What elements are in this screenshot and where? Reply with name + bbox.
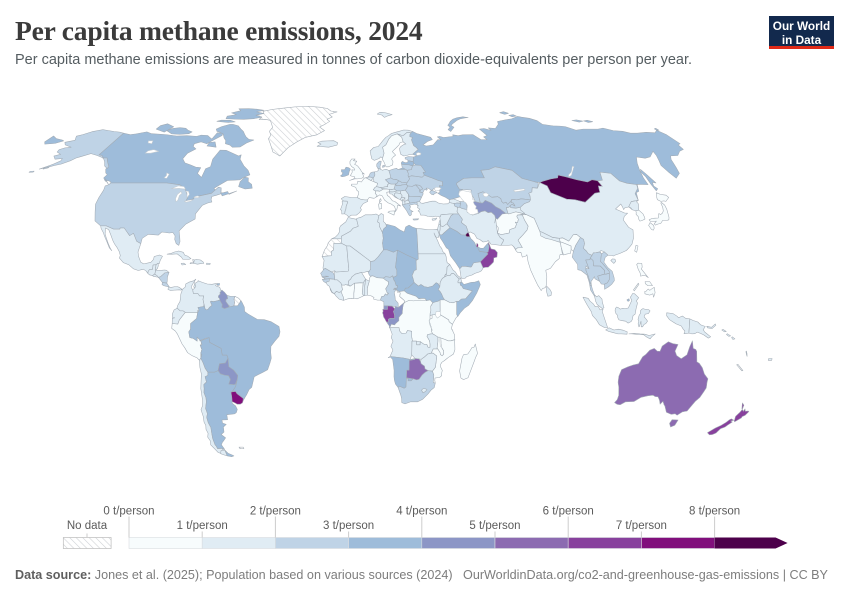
svg-text:No data: No data	[67, 520, 108, 532]
svg-text:7 t/person: 7 t/person	[616, 520, 667, 532]
svg-text:2 t/person: 2 t/person	[250, 506, 301, 518]
svg-text:3 t/person: 3 t/person	[323, 520, 374, 532]
svg-text:0 t/person: 0 t/person	[103, 506, 154, 518]
svg-text:8 t/person: 8 t/person	[689, 506, 740, 518]
svg-text:6 t/person: 6 t/person	[543, 506, 594, 518]
svg-text:1 t/person: 1 t/person	[177, 520, 228, 532]
svg-text:4 t/person: 4 t/person	[396, 506, 447, 518]
svg-text:5 t/person: 5 t/person	[469, 520, 520, 532]
